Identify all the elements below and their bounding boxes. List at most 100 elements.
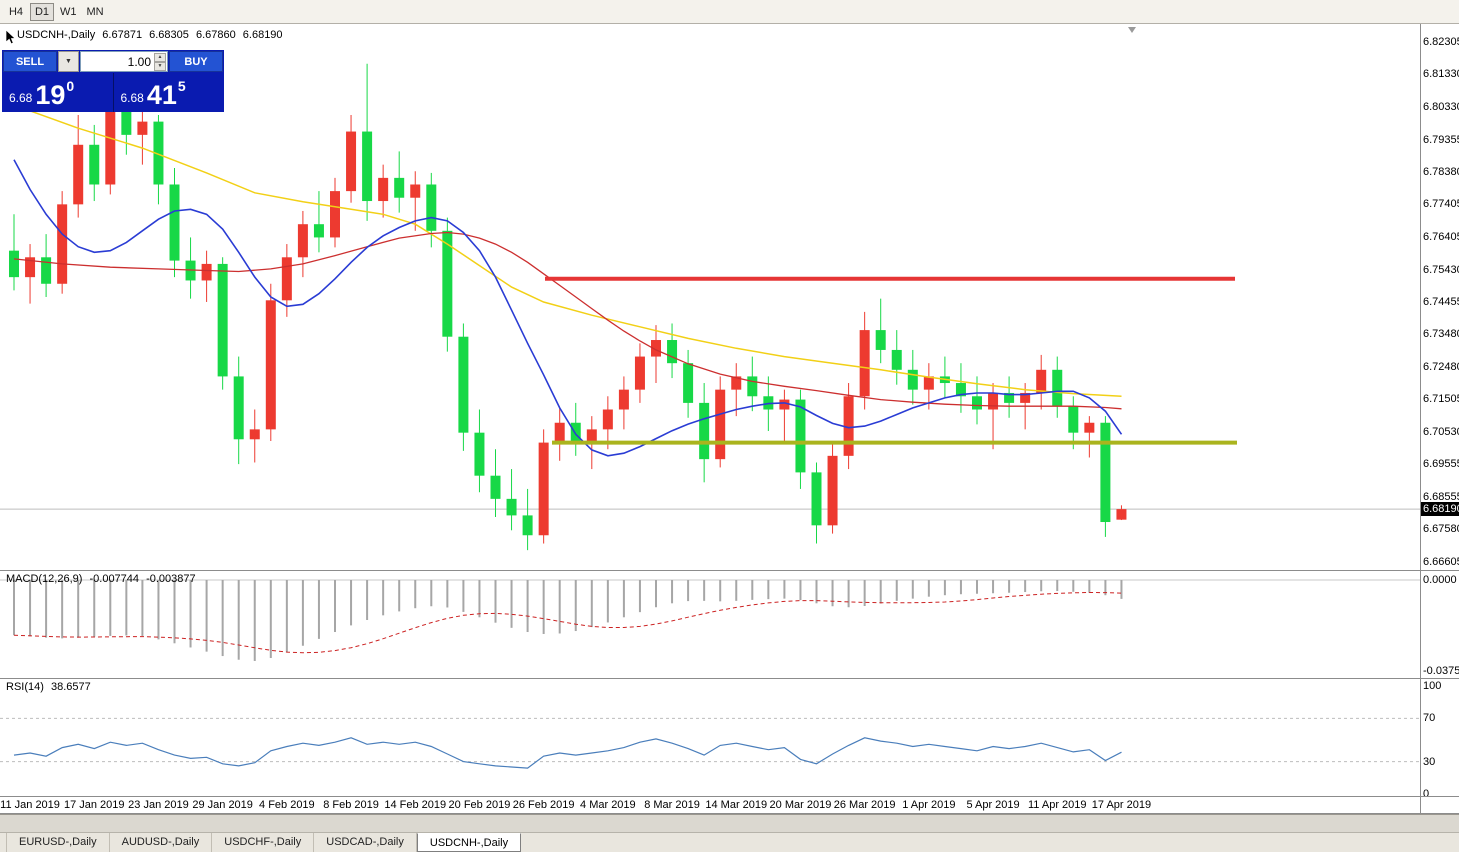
- sell-price-button[interactable]: 6.68 19 0: [2, 73, 114, 112]
- date-label: 23 Jan 2019: [128, 799, 189, 811]
- volume-box: ▲ ▼: [79, 51, 168, 72]
- macd-bar: [976, 580, 978, 594]
- macd-bar: [237, 580, 240, 660]
- buy-price-big: 41: [146, 80, 177, 110]
- date-label: 4 Feb 2019: [259, 799, 315, 811]
- candle-body: [1116, 509, 1127, 520]
- candle-body: [875, 330, 886, 350]
- macd-bar: [911, 580, 914, 599]
- rsi-pane[interactable]: [0, 678, 1420, 796]
- macd-bar: [61, 580, 64, 639]
- candle-body: [233, 376, 244, 440]
- candle-body: [442, 230, 453, 337]
- candle-body: [923, 376, 934, 390]
- macd-bar: [526, 580, 529, 633]
- tab-audusd[interactable]: AUDUSD-,Daily: [110, 833, 213, 852]
- candle-body: [105, 111, 116, 185]
- candle-body: [41, 257, 52, 284]
- macd-bar: [687, 580, 690, 602]
- volume-dropdown-button[interactable]: ▼: [58, 51, 79, 72]
- mouse-cursor-icon: [5, 29, 16, 45]
- macd-bar: [1088, 580, 1091, 593]
- candle-body: [843, 396, 854, 456]
- candle-body: [747, 376, 758, 397]
- sell-button[interactable]: SELL: [3, 51, 57, 72]
- candle-body: [570, 422, 581, 443]
- buy-price-button[interactable]: 6.68 41 5: [114, 73, 225, 112]
- price-axis[interactable]: 6.82305 6.81330 6.80330 6.79355 6.78380 6.774…: [1420, 24, 1459, 814]
- macd-pane[interactable]: [0, 570, 1420, 678]
- date-label: 17 Apr 2019: [1091, 799, 1152, 811]
- timeframe-mn-button[interactable]: MN: [83, 3, 108, 21]
- ohlc-high: 6.68305: [149, 29, 189, 41]
- candle-body: [281, 257, 292, 301]
- macd-bar: [173, 580, 176, 644]
- macd-axis-tick: 0.0000: [1423, 574, 1457, 586]
- volume-input[interactable]: [80, 52, 167, 71]
- tab-usdcad[interactable]: USDCAD-,Daily: [314, 833, 417, 852]
- price-tick: 6.69555: [1423, 457, 1459, 470]
- candle-body: [972, 396, 982, 410]
- candle-body: [362, 131, 373, 202]
- price-tick: 6.73480: [1423, 328, 1459, 341]
- rsi-label: RSI(14) 38.6577: [6, 681, 95, 693]
- candle-body: [297, 224, 308, 258]
- ohlc-close: 6.68190: [242, 29, 283, 41]
- main-price-pane[interactable]: [0, 24, 1420, 570]
- macd-bar: [366, 580, 369, 620]
- macd-bar: [863, 580, 866, 607]
- macd-bar: [189, 580, 192, 648]
- candle-body: [715, 389, 726, 460]
- macd-label: MACD(12,26,9) -0.007744 -0.003877: [6, 573, 200, 585]
- macd-bar: [350, 580, 353, 626]
- timeframe-h4-button[interactable]: H4: [4, 3, 28, 21]
- date-label: 26 Feb 2019: [512, 799, 575, 811]
- tab-eurusd[interactable]: EURUSD-,Daily: [6, 833, 110, 852]
- ma-mid-red: [13, 231, 1122, 410]
- ma-fast-blue: [13, 159, 1123, 457]
- macd-bar: [29, 580, 32, 637]
- macd-bar: [735, 580, 738, 601]
- macd-bar: [719, 580, 722, 602]
- candle-body: [1100, 422, 1111, 523]
- pane-separator[interactable]: [0, 678, 1459, 679]
- candle-body: [394, 177, 405, 198]
- price-tick: 6.76405: [1423, 231, 1459, 244]
- macd-bar: [1024, 580, 1027, 593]
- volume-spinner: ▲ ▼: [154, 53, 166, 71]
- candle-body: [651, 340, 661, 357]
- price-tick: 6.81330: [1423, 68, 1459, 81]
- rsi-axis-tick: 0: [1423, 788, 1430, 800]
- price-tick: 6.67580: [1423, 523, 1459, 536]
- macd-bar: [590, 580, 593, 628]
- macd-bar: [751, 580, 754, 600]
- timeframe-w1-button[interactable]: W1: [56, 3, 81, 21]
- macd-bar: [157, 580, 160, 640]
- tab-usdcnh[interactable]: USDCNH-,Daily: [416, 833, 522, 852]
- ohlc-open: 6.67871: [102, 29, 143, 41]
- candle-body: [522, 515, 533, 536]
- candle-body: [1084, 422, 1095, 433]
- time-axis[interactable]: 11 Jan 2019 17 Jan 2019 23 Jan 2019 29 Jan …: [0, 796, 1420, 814]
- volume-up-button[interactable]: ▲: [154, 53, 166, 62]
- candles-layer: [9, 63, 1127, 551]
- candle-body: [779, 399, 790, 410]
- pane-separator[interactable]: [0, 570, 1459, 571]
- macd-bar: [398, 580, 401, 612]
- timeframe-d1-button[interactable]: D1: [30, 2, 54, 21]
- macd-bar: [574, 580, 577, 632]
- chart-window[interactable]: USDCNH-,Daily 6.67871 6.68305 6.67860 6.…: [0, 24, 1459, 814]
- candle-body: [506, 498, 517, 516]
- buy-button[interactable]: BUY: [169, 51, 223, 72]
- tab-usdchf[interactable]: USDCHF-,Daily: [212, 833, 315, 852]
- volume-down-button[interactable]: ▼: [154, 62, 166, 71]
- candle-body: [1052, 369, 1063, 407]
- candle-body: [474, 432, 485, 476]
- macd-bar: [799, 580, 802, 601]
- candle-body: [602, 409, 613, 430]
- macd-bar: [638, 580, 641, 613]
- macd-bar: [895, 580, 898, 601]
- macd-bar: [77, 580, 80, 638]
- rsi-axis-tick: 30: [1423, 755, 1436, 768]
- price-tick: 6.68555: [1423, 491, 1459, 504]
